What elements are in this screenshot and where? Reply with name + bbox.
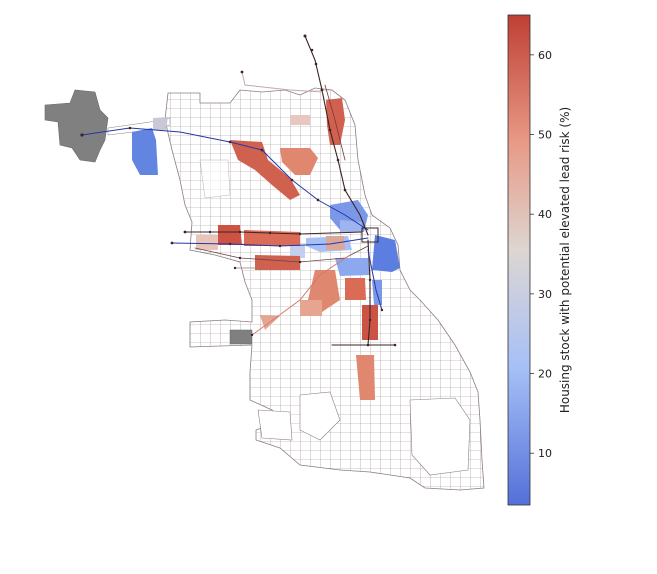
colorbar-title: Housing stock with potential elevated le… <box>558 107 572 413</box>
station <box>238 230 242 234</box>
station <box>298 232 302 236</box>
colorbar-tick-label: 10 <box>538 447 552 460</box>
station <box>250 333 254 337</box>
open-area <box>409 397 471 476</box>
colorbar-tick-label: 20 <box>538 368 552 381</box>
station <box>260 148 264 152</box>
station <box>366 343 370 347</box>
station <box>228 242 232 246</box>
transit-stations <box>80 34 397 347</box>
station <box>233 266 237 270</box>
loop <box>361 227 379 243</box>
open-area <box>299 391 341 441</box>
station <box>170 241 174 245</box>
station <box>314 62 318 66</box>
station <box>328 128 332 132</box>
orange-line <box>251 254 351 336</box>
station <box>228 140 232 144</box>
station <box>303 34 307 38</box>
station <box>268 231 272 235</box>
colorbar-tick-label: 40 <box>538 208 552 221</box>
station <box>380 308 384 312</box>
colorbar: 10 20 30 40 50 60 Housing stock with potentia… <box>507 14 572 506</box>
southwest-tract-no-data <box>229 329 253 345</box>
ohare-tract-no-data <box>44 89 109 163</box>
station <box>310 48 314 52</box>
open-area <box>257 409 293 441</box>
green-line-south <box>367 249 383 311</box>
station <box>238 256 242 260</box>
station <box>290 178 294 182</box>
station <box>183 230 187 234</box>
colorbar-tick-label: 50 <box>538 129 552 142</box>
colorbar-tick-label: 30 <box>538 288 552 301</box>
station <box>316 198 320 202</box>
brown-line <box>241 71 323 93</box>
colorbar-ticks: 10 20 30 40 50 60 <box>530 49 552 460</box>
station <box>240 70 244 74</box>
station <box>278 244 282 248</box>
colorbar-tick-label: 60 <box>538 49 552 62</box>
station <box>298 260 302 264</box>
colorbar-gradient <box>507 14 531 506</box>
purple-line <box>324 84 346 161</box>
station <box>208 230 212 234</box>
station <box>343 188 347 192</box>
station <box>368 318 372 322</box>
station <box>128 126 132 130</box>
station <box>336 158 340 162</box>
station <box>368 278 372 282</box>
station <box>80 133 84 137</box>
red-line-south <box>367 239 371 346</box>
station <box>320 88 324 92</box>
station <box>393 343 397 347</box>
open-area <box>199 159 231 199</box>
